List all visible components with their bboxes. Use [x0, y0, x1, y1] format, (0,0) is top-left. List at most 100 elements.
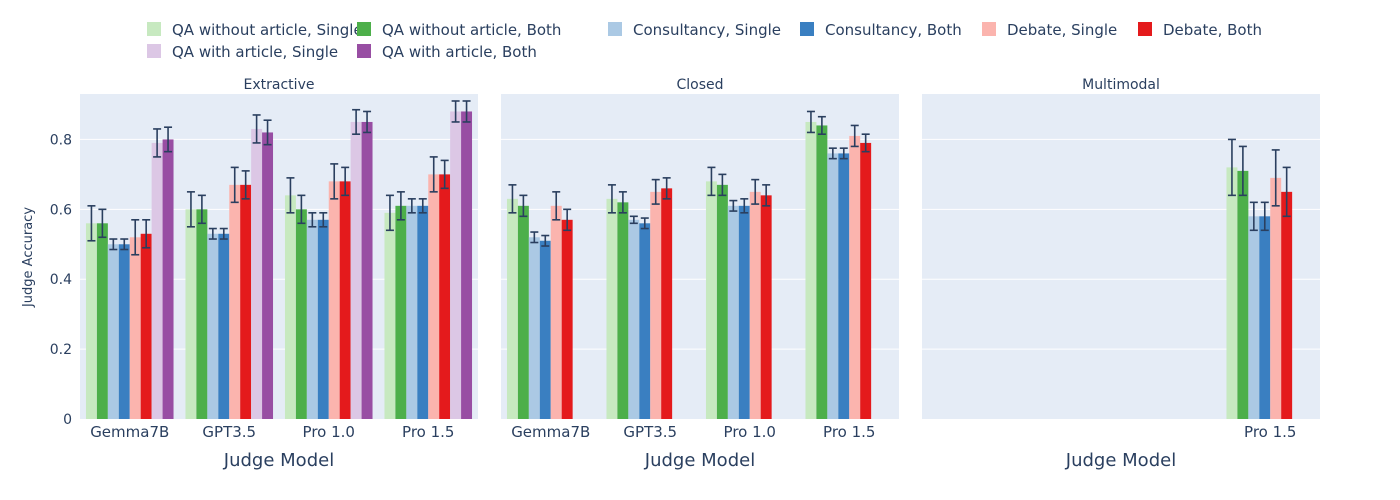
x-axis-title: Judge Model	[644, 450, 755, 471]
bar	[506, 198, 518, 419]
legend-item: Debate, Single	[982, 21, 1117, 39]
bar	[439, 174, 451, 419]
error-bar	[707, 166, 716, 197]
bar	[849, 135, 861, 419]
bar	[827, 153, 839, 419]
bar	[140, 233, 152, 419]
bar	[229, 184, 241, 419]
bar	[328, 181, 340, 419]
y-axis: 0 0.2 0.4 0.6 0.8	[50, 132, 72, 428]
bar	[517, 205, 529, 419]
bar	[805, 121, 817, 420]
error-bar	[109, 238, 118, 251]
error-bar	[319, 212, 328, 228]
bar	[284, 195, 296, 419]
bar	[1281, 191, 1293, 419]
bar	[240, 184, 252, 419]
error-bar	[861, 133, 870, 153]
bar	[539, 240, 551, 419]
error-bar	[363, 110, 372, 134]
bar	[129, 237, 141, 419]
bar	[361, 121, 373, 420]
legend-item: QA with article, Single	[147, 43, 338, 61]
bar	[185, 209, 197, 419]
error-bar	[407, 198, 416, 214]
error-bar	[308, 212, 317, 228]
legend-item: Consultancy, Both	[800, 21, 962, 39]
error-bar	[429, 156, 438, 193]
error-bar	[839, 147, 848, 160]
error-bar	[219, 227, 228, 240]
bar	[461, 111, 473, 420]
legend-label: Consultancy, Both	[825, 21, 962, 39]
x-tick-label: Pro 1.5	[1244, 423, 1296, 441]
error-bar	[541, 234, 550, 247]
legend-label: Debate, Both	[1163, 21, 1262, 39]
bar	[550, 205, 562, 419]
bar	[406, 205, 418, 419]
error-bar	[1260, 201, 1269, 232]
error-bar	[451, 100, 460, 123]
error-bar	[197, 194, 206, 225]
error-bar	[330, 163, 339, 200]
y-axis-title: Judge Accuracy	[21, 207, 36, 308]
x-tick-label: GPT3.5	[202, 423, 256, 441]
legend-swatch	[982, 22, 996, 36]
bar	[705, 181, 717, 419]
x-tick-label: GPT3.5	[623, 423, 677, 441]
legend-swatch	[1138, 22, 1152, 36]
error-bar	[98, 208, 107, 239]
panel-extractive: Gemma7B GPT3.5 Pro 1.0 Pro 1.5 Extractive J…	[80, 77, 478, 471]
bar	[218, 233, 230, 419]
bar	[661, 188, 673, 419]
legend-swatch	[357, 22, 371, 36]
error-bar	[241, 170, 250, 200]
bar	[628, 219, 640, 419]
legend-swatch	[147, 44, 161, 58]
x-tick-label: Gemma7B	[90, 423, 169, 441]
error-bar	[806, 110, 815, 134]
legend-swatch	[357, 44, 371, 58]
error-bar	[552, 191, 561, 221]
legend: QA without article, Single QA without art…	[147, 21, 1262, 61]
error-bar	[530, 231, 539, 244]
error-bar	[740, 198, 749, 214]
error-bar	[718, 173, 727, 197]
error-bar	[462, 100, 471, 123]
error-bar	[640, 217, 649, 230]
bar	[1259, 216, 1271, 419]
error-bar	[120, 238, 129, 251]
error-bar	[729, 199, 738, 212]
error-bar	[618, 191, 627, 214]
error-bar	[651, 178, 660, 205]
x-tick-label: Gemma7B	[511, 423, 590, 441]
bar	[727, 205, 739, 419]
bar	[162, 139, 174, 419]
bar	[118, 244, 130, 419]
error-bar	[142, 219, 151, 249]
bar	[838, 153, 850, 419]
error-bar	[385, 194, 394, 232]
bar	[395, 205, 407, 419]
bar	[450, 111, 462, 420]
error-bar	[828, 147, 837, 160]
bar	[85, 223, 97, 419]
error-bar	[164, 126, 173, 153]
bar	[317, 219, 329, 419]
bar	[251, 128, 263, 420]
legend-item: QA without article, Single	[147, 21, 363, 39]
bar	[1226, 167, 1238, 419]
bar	[816, 125, 828, 420]
error-bar	[519, 194, 528, 218]
error-bar	[762, 184, 771, 207]
bar	[196, 209, 208, 419]
legend-item: QA without article, Both	[357, 21, 561, 39]
panel-title: Closed	[676, 77, 723, 93]
bar	[151, 142, 163, 419]
y-tick-label: 0.2	[50, 342, 72, 358]
bar	[860, 142, 872, 419]
error-bar	[751, 178, 760, 205]
bar	[107, 244, 119, 419]
y-tick-label: 0.8	[50, 132, 72, 148]
